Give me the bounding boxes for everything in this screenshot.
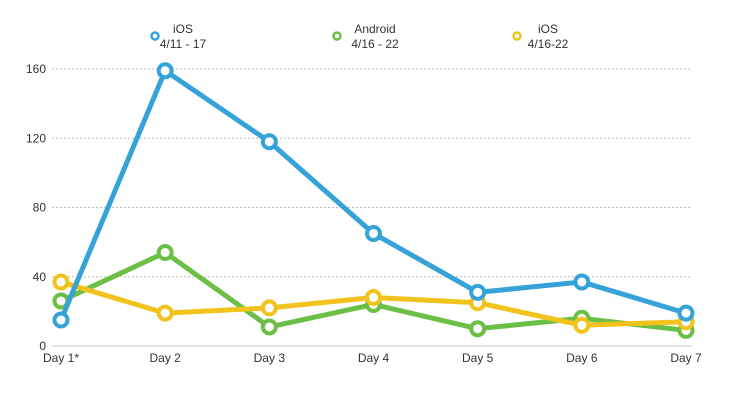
- x-tick-label: Day 2: [149, 351, 181, 365]
- series-line: [58, 68, 687, 321]
- data-point: [677, 304, 695, 322]
- legend-marker-icon: [332, 31, 342, 41]
- data-point: [156, 62, 174, 80]
- grid: [52, 68, 692, 347]
- legend-sublabel: 4/16-22: [528, 37, 569, 51]
- y-tick-label: 40: [33, 270, 47, 284]
- series-layer: [52, 62, 695, 339]
- x-axis-ticks: Day 1* Day 2 Day 3 Day 4 Day 5 Day 6 Day 7: [43, 351, 702, 365]
- data-point: [469, 283, 487, 301]
- legend-marker-icon: [512, 31, 522, 41]
- data-point: [156, 304, 174, 322]
- data-point: [365, 224, 382, 242]
- legend-sublabel: 4/16 - 22: [351, 37, 399, 51]
- y-axis-ticks: 0 40 80 120 160: [26, 62, 46, 353]
- data-point: [365, 289, 382, 307]
- legend-label: Android: [354, 22, 395, 36]
- data-point: [260, 299, 278, 317]
- data-point: [52, 311, 70, 329]
- data-point: [260, 318, 278, 336]
- series-2: [52, 273, 695, 334]
- x-tick-label: Day 1*: [43, 351, 79, 365]
- legend-marker-icon: [150, 31, 160, 41]
- legend-label: iOS: [173, 22, 193, 36]
- series-0: [52, 62, 695, 329]
- x-tick-label: Day 4: [358, 351, 390, 365]
- y-tick-label: 120: [26, 131, 46, 145]
- data-point: [156, 244, 174, 262]
- data-point: [573, 316, 591, 334]
- x-tick-label: Day 5: [462, 351, 494, 365]
- y-tick-label: 80: [33, 201, 47, 215]
- x-tick-label: Day 6: [566, 351, 598, 365]
- legend-label: iOS: [538, 22, 558, 36]
- data-point: [573, 273, 591, 291]
- data-point: [260, 133, 278, 151]
- y-tick-label: 160: [26, 62, 46, 76]
- y-tick-label: 0: [39, 339, 46, 353]
- data-point: [469, 320, 487, 338]
- x-tick-label: Day 7: [670, 351, 702, 365]
- x-tick-label: Day 3: [254, 351, 286, 365]
- data-point: [52, 273, 70, 291]
- legend-sublabel: 4/11 - 17: [160, 37, 207, 51]
